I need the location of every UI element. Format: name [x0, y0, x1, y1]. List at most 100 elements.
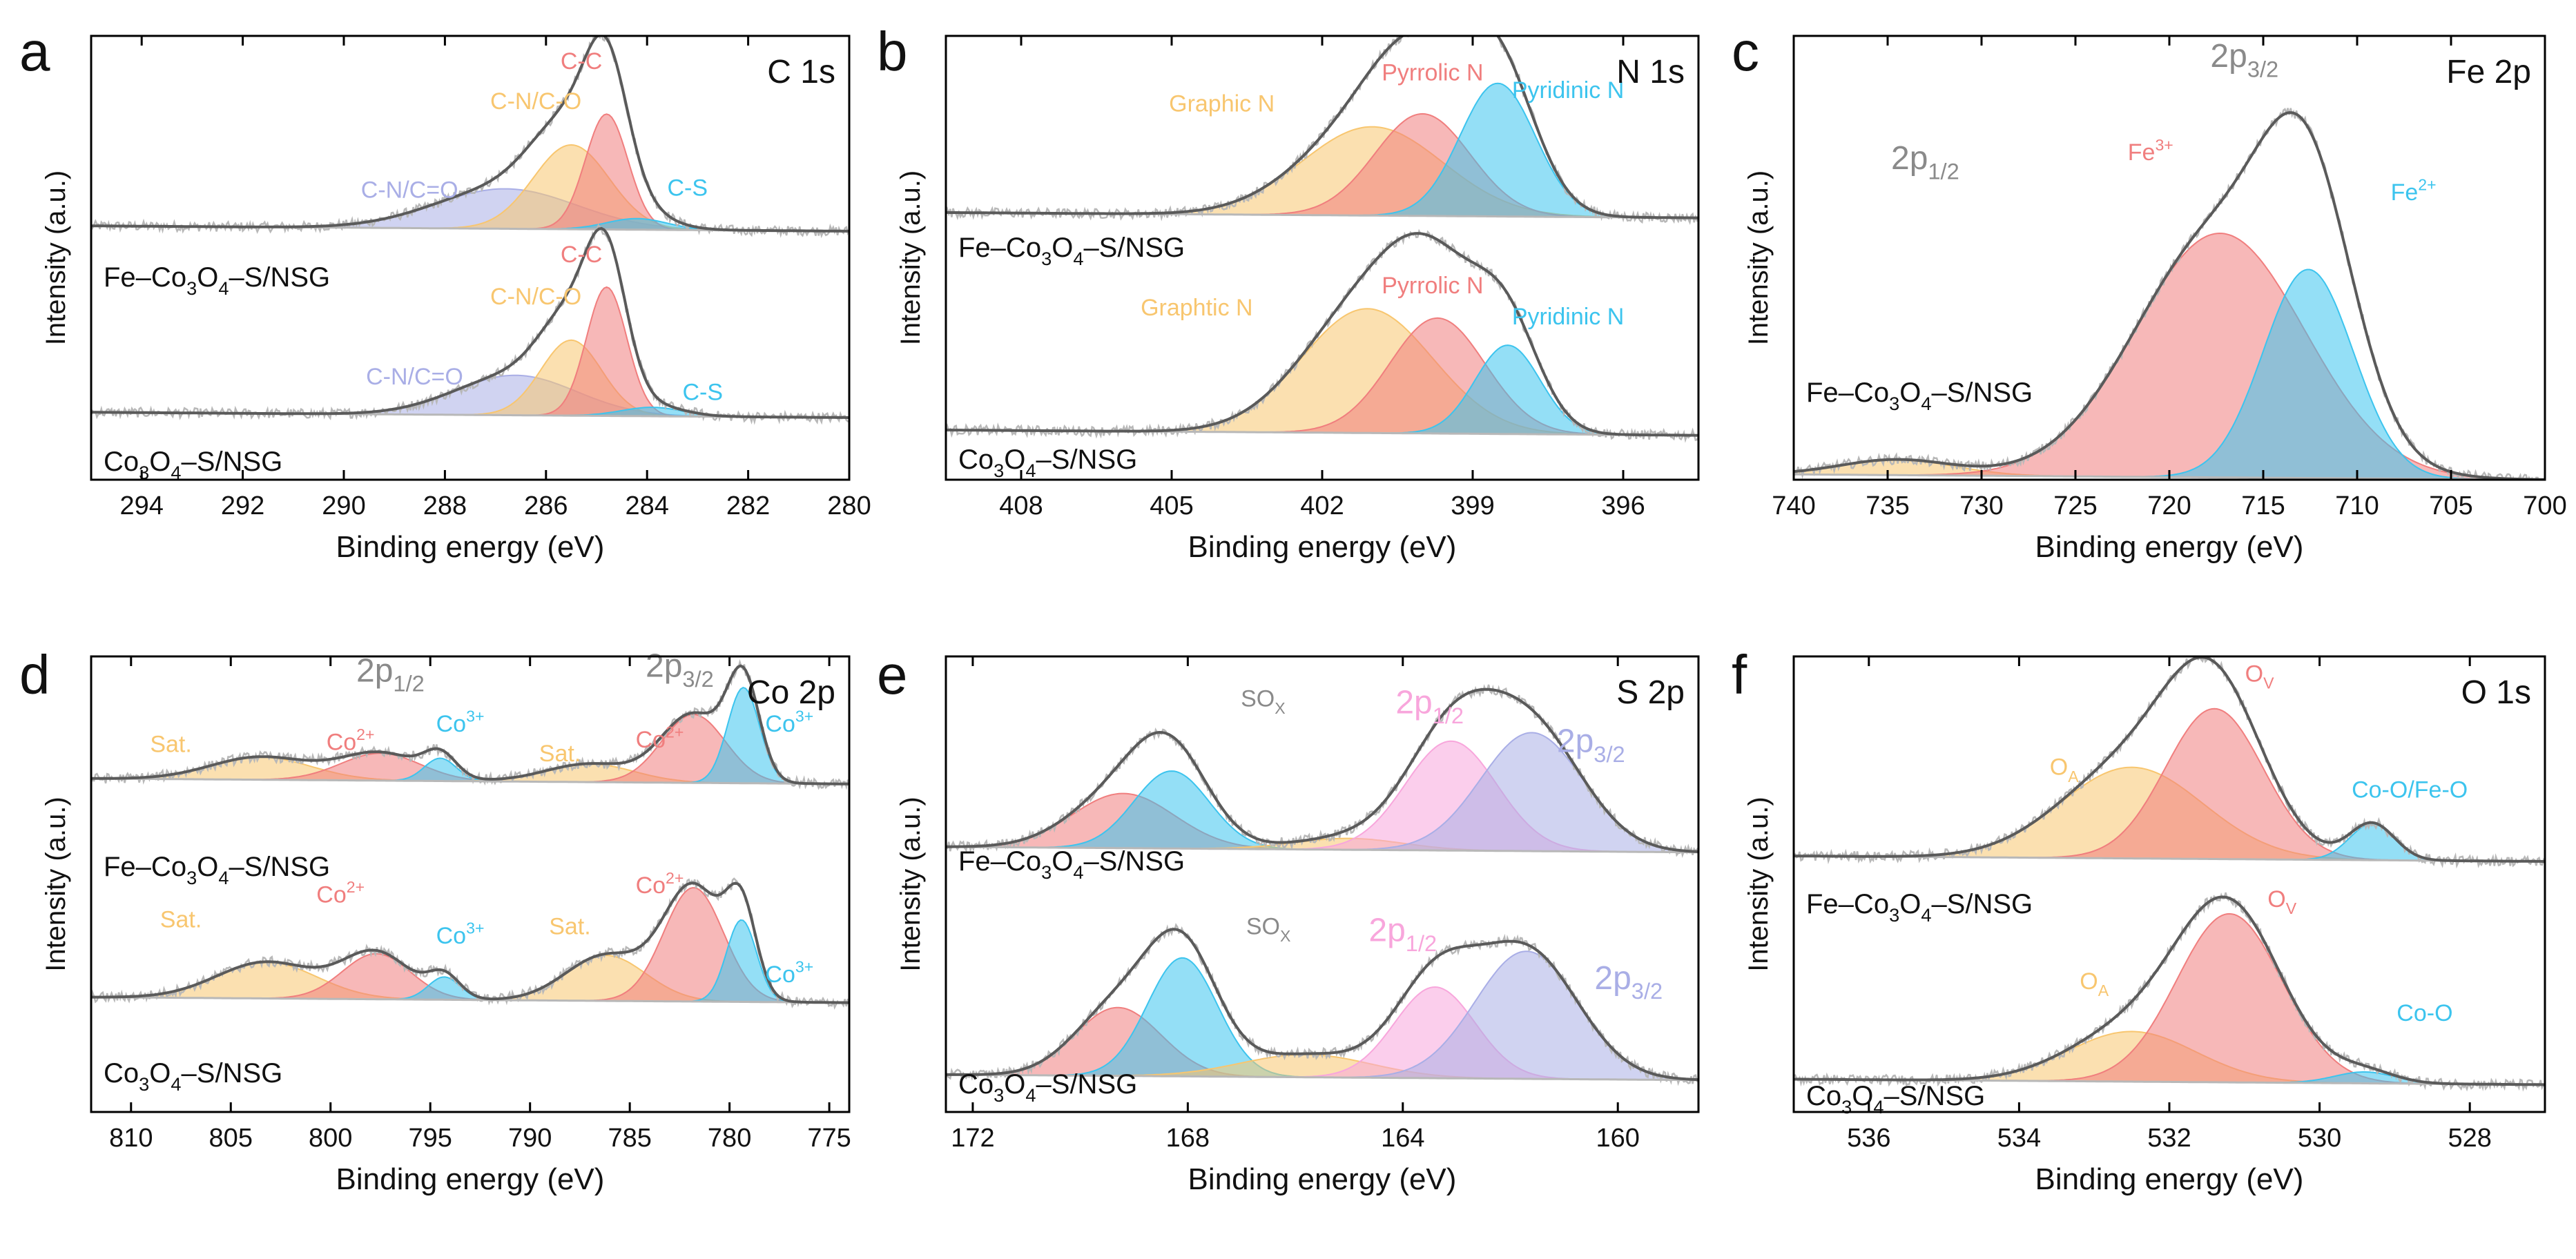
- peak-label: OA: [2050, 754, 2079, 785]
- sample-label: Co3O4–S/NSG: [958, 445, 1137, 481]
- y-axis-label: Intensity (a.u.): [1743, 170, 1774, 345]
- background-line: [946, 1073, 1698, 1082]
- peak-label: SOX: [1241, 686, 1286, 717]
- x-tick-label: 288: [423, 491, 467, 520]
- panel-title: Co 2p: [747, 674, 835, 711]
- sample-label: Fe–Co3O4–S/NSG: [958, 846, 1185, 883]
- x-tick-label: 795: [409, 1124, 452, 1153]
- x-axis-label: Binding energy (eV): [336, 530, 605, 564]
- peak-label: Co3+: [436, 707, 485, 737]
- peak-label: Pyridinic N: [1512, 304, 1624, 330]
- peak-label: C-S: [667, 175, 708, 201]
- panel-title: N 1s: [1616, 54, 1685, 90]
- peak-label: OV: [2245, 661, 2274, 692]
- panel-c: Fe–Co3O4–S/NSG 2p3/2 2p1/2 Fe3+ Fe2+ 740 735 73…: [1732, 21, 2567, 564]
- y-axis-label: Intensity (a.u.): [895, 170, 926, 345]
- fit-envelope: [1794, 656, 2545, 863]
- x-tick-label: 735: [1866, 491, 1909, 520]
- peak-label: Fe3+: [2128, 136, 2173, 166]
- x-tick-label: 810: [109, 1124, 153, 1153]
- fit-envelope: [1794, 895, 2545, 1086]
- x-tick-label: 160: [1596, 1124, 1640, 1153]
- sample-label: Co3O4–S/NSG: [958, 1069, 1137, 1106]
- peak-label: SOX: [1246, 914, 1291, 945]
- peak-label: Fe2+: [2391, 176, 2437, 206]
- peak-label: 2p1/2: [1891, 140, 1959, 184]
- peak-label: C-C: [561, 48, 602, 75]
- x-tick-label: 402: [1300, 491, 1344, 520]
- peak-label: Sat.: [539, 741, 581, 767]
- x-tick-label: 730: [1959, 491, 2003, 520]
- plot-area: [91, 658, 849, 1010]
- peak-label: OA: [2080, 968, 2109, 999]
- panel-a: Fe–Co3O4–S/NSG Co3O4–S/NSG C-C C-N/C-O C-N/C…: [19, 21, 871, 564]
- background-line: [91, 777, 849, 785]
- peak-label: C-C: [561, 242, 602, 268]
- axes-frame: [945, 655, 1700, 1113]
- series-2: [946, 923, 1698, 1086]
- fit-envelope: [91, 881, 849, 1004]
- sample-label: Co3O4–S/NSG: [104, 1058, 282, 1095]
- peak-label: 2p3/2: [1594, 960, 1663, 1004]
- peak-label: Pyrrolic N: [1382, 59, 1483, 86]
- peak-label: Co3+: [765, 707, 813, 737]
- fit-envelope: [91, 226, 849, 419]
- x-tick-label: 282: [726, 491, 770, 520]
- peak-label: C-S: [682, 379, 723, 405]
- x-tick-label: 805: [209, 1124, 253, 1153]
- y-axis-label: Intensity (a.u.): [895, 797, 926, 971]
- peak-label: Sat.: [160, 907, 202, 933]
- peak-label: C-N/C=O: [366, 364, 463, 390]
- x-tick-label: 396: [1601, 491, 1645, 520]
- y-axis-label: Intensity (a.u.): [41, 797, 71, 971]
- panel-e: Fe–Co3O4–S/NSG Co3O4–S/NSG SOX 2p1/2 2p3/2 SO…: [877, 644, 1700, 1196]
- series-1: [91, 36, 849, 239]
- sample-label: Fe–Co3O4–S/NSG: [1806, 378, 2033, 414]
- x-tick-label: 405: [1150, 491, 1193, 520]
- x-tick-label: 399: [1451, 491, 1494, 520]
- plot-area: [946, 684, 1698, 1086]
- x-axis-label: Binding energy (eV): [2035, 1162, 2304, 1196]
- axes-frame: [90, 655, 851, 1113]
- series-1: [91, 658, 849, 790]
- plot-area: [946, 36, 1698, 443]
- peak-label: Co2+: [636, 869, 684, 899]
- x-axis-label: Binding energy (eV): [2035, 530, 2304, 564]
- series-1: [946, 684, 1698, 858]
- x-tick-label: 290: [322, 491, 365, 520]
- x-tick-label: 294: [119, 491, 163, 520]
- series-1: [1794, 656, 2545, 869]
- peak-label: C-N/C-O: [490, 88, 581, 115]
- panel-d: Fe–Co3O4–S/NSG Co3O4–S/NSG 2p1/2 2p3/2 Sat. C…: [19, 644, 851, 1196]
- x-tick-label: 164: [1381, 1124, 1424, 1153]
- x-tick-label: 530: [2298, 1124, 2341, 1153]
- y-axis-label: Intensity (a.u.): [1743, 797, 1774, 971]
- peak-label: C-N/C-O: [490, 284, 581, 310]
- fit-envelope: [946, 36, 1698, 219]
- sample-label: Fe–Co3O4–S/NSG: [958, 233, 1185, 269]
- peak-label: Co-O/Fe-O: [2352, 777, 2468, 803]
- axes-frame: [90, 35, 851, 481]
- x-tick-label: 705: [2429, 491, 2472, 520]
- x-tick-label: 725: [2053, 491, 2097, 520]
- series-1: [946, 36, 1698, 225]
- plot-area: [91, 36, 849, 425]
- panel-title: O 1s: [2461, 674, 2531, 711]
- peak-label: 2p3/2: [1557, 723, 1625, 767]
- peak-label: Pyrrolic N: [1382, 273, 1483, 299]
- fit-envelope: [91, 664, 849, 785]
- panel-title: C 1s: [767, 54, 835, 90]
- fit-envelope: [946, 687, 1698, 853]
- x-tick-label: 528: [2448, 1124, 2491, 1153]
- x-axis-label: Binding energy (eV): [1188, 1162, 1457, 1196]
- panel-letter: c: [1732, 21, 1759, 82]
- x-tick-label: 785: [608, 1124, 651, 1153]
- sample-label: Fe–Co3O4–S/NSG: [104, 852, 330, 888]
- series-2: [1794, 892, 2545, 1092]
- fit-envelope: [1794, 111, 2545, 480]
- x-axis-label: Binding energy (eV): [1188, 530, 1457, 564]
- peak-label: Graphic N: [1169, 90, 1275, 117]
- sample-label: Co3O4–S/NSG: [104, 447, 282, 483]
- panel-b: Fe–Co3O4–S/NSG Co3O4–S/NSG Graphic N Pyrrol…: [877, 21, 1700, 564]
